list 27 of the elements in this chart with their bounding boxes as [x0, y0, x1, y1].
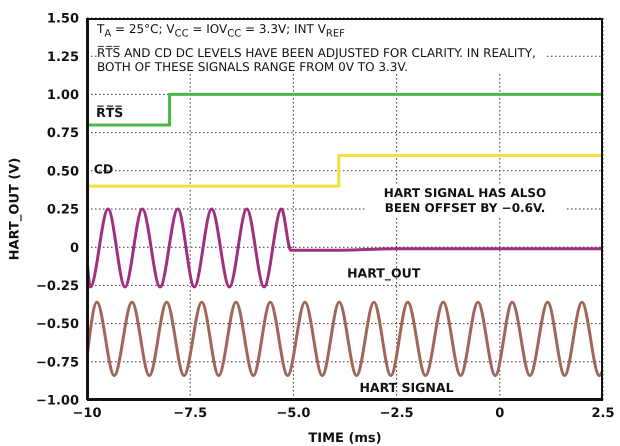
series-label: HART_OUT: [347, 266, 421, 281]
y-tick-label: 1.00: [46, 88, 79, 104]
annotation: HART SIGNAL HAS ALSO BEEN OFFSET BY −0.6V.: [365, 186, 565, 216]
y-tick-label: 0.25: [46, 202, 79, 218]
annotation: T$_{A}$ = 25°C; V$_{CC}$ = IOV$_{CC}$ = 3.3V; INT V$_{REF}$: [97, 22, 346, 42]
y-tick-label: 0.50: [46, 164, 79, 180]
series-label: R̅T̅S̅: [96, 104, 124, 120]
x-tick-label: −10: [72, 406, 102, 422]
y-tick-label: 0.75: [46, 126, 79, 142]
y-tick-label: −0.50: [36, 317, 79, 332]
y-axis-title: HART_OUT (V): [8, 158, 23, 260]
y-tick-label: −0.25: [36, 279, 79, 294]
line-series: [87, 300, 603, 378]
y-tick-label: 1.50: [46, 12, 79, 27]
x-tick-label: −2.5: [380, 406, 414, 422]
x-axis-title: TIME (ms): [308, 431, 382, 446]
x-tick-label: 2.5: [591, 406, 615, 422]
y-tick-label: 1.25: [46, 50, 79, 65]
series-label: HART SIGNAL: [359, 380, 454, 396]
y-tick-label: −0.75: [36, 355, 79, 370]
x-tick-label: −5.0: [276, 406, 310, 422]
y-tick-label: −1.00: [36, 394, 79, 409]
y-tick-label: 0: [70, 240, 79, 256]
annotation: R̅T̅S̅ AND CD DC LEVELS HAVE BEEN ADJUSTED FOR CLARITY. IN REALITY, BOTH OF THESE SIGNALS RANGE FROM 0V TO 3.3V.: [97, 46, 537, 74]
series-label: CD: [94, 162, 114, 177]
x-tick-label: −7.5: [173, 406, 208, 422]
x-tick-label: 0: [495, 406, 504, 422]
